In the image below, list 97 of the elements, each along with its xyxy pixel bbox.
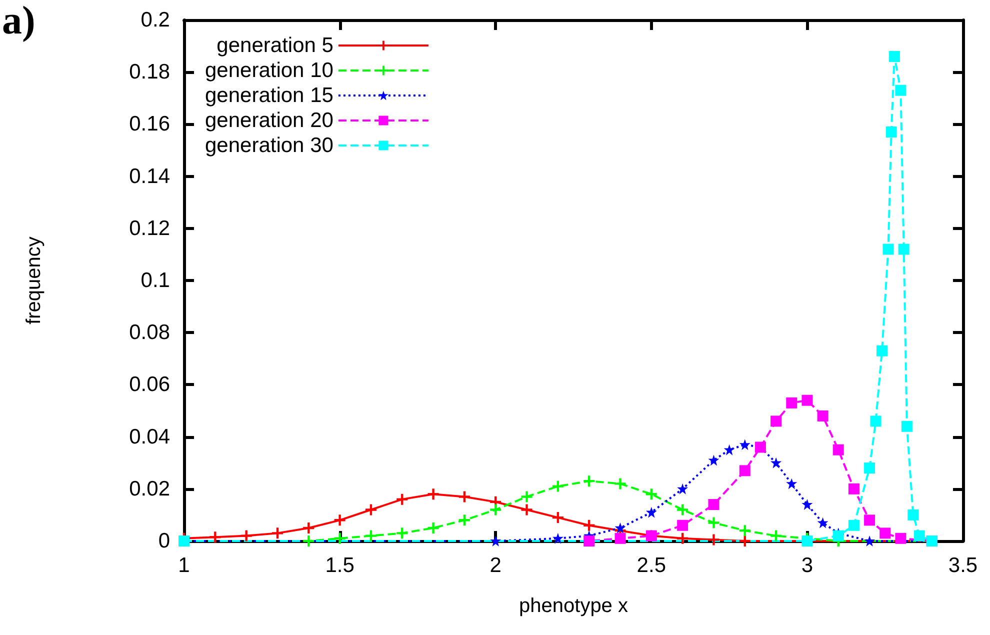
x-axis-title: phenotype x — [519, 595, 628, 617]
point — [895, 532, 906, 544]
point — [898, 244, 910, 255]
point — [786, 478, 798, 490]
point — [272, 528, 283, 539]
point — [584, 476, 595, 487]
point — [832, 444, 844, 456]
point — [864, 514, 876, 526]
point — [848, 483, 860, 494]
text: a) — [2, 0, 36, 42]
point — [521, 504, 532, 516]
point — [870, 416, 882, 427]
legend-label: generation 5 — [216, 34, 334, 57]
y-tick-label: 0.04 — [129, 425, 170, 448]
y-tick-label: 0.2 — [140, 8, 170, 32]
point — [708, 534, 720, 546]
point — [490, 504, 502, 516]
point — [552, 532, 564, 544]
point — [708, 454, 720, 466]
point — [646, 506, 657, 518]
point — [817, 517, 828, 528]
point — [490, 536, 502, 546]
point — [552, 480, 564, 492]
y-tick-label: 0.02 — [129, 477, 170, 500]
point — [614, 532, 626, 544]
point — [708, 517, 720, 528]
point — [895, 84, 906, 96]
point — [428, 488, 439, 500]
point — [724, 444, 735, 456]
point — [677, 483, 688, 494]
point — [802, 394, 813, 406]
point — [886, 126, 897, 138]
point — [739, 465, 750, 476]
point — [739, 439, 750, 450]
x-tick-label: 2 — [490, 554, 502, 577]
point — [770, 416, 782, 427]
point — [802, 536, 813, 546]
point — [888, 50, 900, 62]
point — [677, 532, 688, 544]
x-tick-label: 2.5 — [636, 554, 666, 577]
legend-label: generation 15 — [204, 84, 334, 107]
point — [521, 491, 532, 502]
point — [428, 522, 439, 534]
point — [210, 532, 221, 543]
point — [365, 530, 376, 542]
x-tick-label: 1 — [178, 554, 190, 577]
point — [901, 420, 912, 432]
point — [880, 528, 891, 539]
point — [396, 494, 408, 505]
point — [914, 530, 925, 542]
point — [552, 512, 564, 524]
point — [646, 488, 657, 500]
legend-label: generation 10 — [204, 59, 334, 82]
legend-label: generation 20 — [204, 109, 334, 132]
point — [396, 528, 408, 539]
y-tick-label: 0 — [158, 530, 170, 552]
point — [786, 397, 798, 408]
point — [334, 514, 346, 526]
point — [334, 532, 346, 544]
point — [882, 244, 894, 255]
point — [739, 536, 750, 546]
y-tick-label: 0.06 — [129, 373, 170, 396]
point — [770, 457, 782, 468]
point — [458, 514, 470, 526]
point — [848, 520, 860, 531]
point — [802, 499, 813, 510]
y-tick-label: 0.18 — [129, 60, 170, 84]
point — [240, 530, 252, 542]
point — [739, 525, 750, 536]
y-tick-label: 0.12 — [129, 216, 170, 240]
x-tick-label: 1.5 — [325, 554, 354, 577]
point — [303, 536, 314, 546]
point — [614, 522, 626, 534]
point — [864, 536, 876, 546]
point — [458, 491, 470, 502]
point — [614, 478, 626, 490]
point — [908, 509, 919, 520]
y-axis-title: frequency — [23, 236, 45, 324]
point — [584, 536, 595, 546]
y-tick-label: 0.1 — [140, 269, 170, 292]
y-tick-label: 0.08 — [129, 321, 170, 344]
point — [770, 530, 782, 542]
y-tick-label: 0.14 — [129, 164, 170, 188]
point — [832, 530, 844, 542]
x-tick-label: 3.5 — [948, 554, 978, 577]
point — [817, 410, 828, 422]
x-tick-label: 3 — [801, 554, 814, 577]
point — [708, 499, 720, 510]
legend-label: generation 30 — [204, 134, 334, 157]
point — [677, 520, 688, 531]
point — [365, 504, 376, 516]
y-tick-label: 0.16 — [129, 112, 170, 136]
point — [584, 520, 595, 531]
point — [864, 462, 876, 474]
point — [677, 504, 688, 516]
point — [303, 522, 314, 534]
point — [876, 345, 888, 356]
